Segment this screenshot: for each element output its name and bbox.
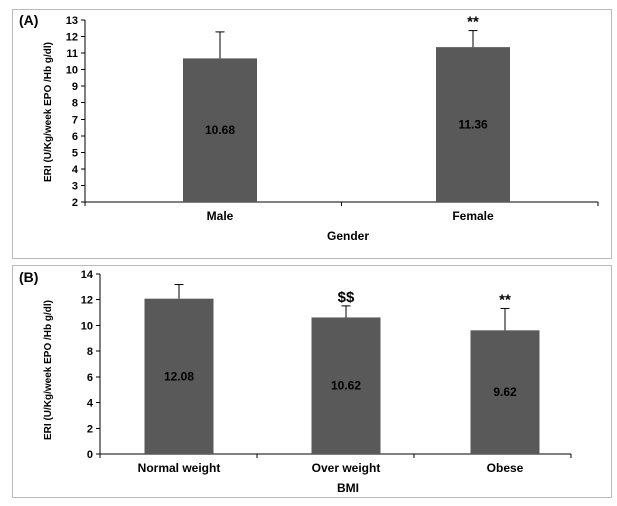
panel-b-bar xyxy=(311,317,381,454)
panel-a-y-tick-label: 13 xyxy=(66,15,78,27)
panel-a-y-axis-title: ERI (U/Kg/week EPO /Hb g/dl) xyxy=(43,42,54,182)
panel-b-category-label: Normal weight xyxy=(138,461,221,475)
panel-b-y-tick-label: 0 xyxy=(87,449,93,461)
panel-a-y-tick-label: 8 xyxy=(72,98,78,110)
panel-a-category-label: Male xyxy=(207,209,234,223)
panel-a-y-tick-label: 7 xyxy=(72,114,78,126)
panel-a-y-tick-label: 9 xyxy=(72,81,78,93)
panel-b-bar xyxy=(470,330,540,454)
panel-b-data-label: 12.08 xyxy=(164,369,194,383)
panel-a-y-tick-label: 2 xyxy=(72,197,78,209)
panel-b-y-tick-label: 6 xyxy=(87,372,93,384)
panel-a-bar xyxy=(183,58,257,203)
panel-b-frame xyxy=(12,265,612,498)
panel-b-category-label: Obese xyxy=(487,461,524,475)
panel-a-y-tick-label: 4 xyxy=(72,164,79,176)
panel-b-significance-marker: ** xyxy=(499,291,511,308)
panel-b-significance-marker: $$ xyxy=(338,289,355,306)
panel-a-data-label: 10.68 xyxy=(205,123,235,137)
panel-b-y-tick-label: 2 xyxy=(87,423,93,435)
panel-a-plot: 2 3 4 5 6 7 8 9 10 11 12 13 10.68 Male 11.36 ** Female xyxy=(66,14,599,223)
panel-b-x-axis-title: BMI xyxy=(337,481,359,495)
panel-a-y-tick-label: 10 xyxy=(66,65,78,77)
panel-b-category-label: Over weight xyxy=(312,461,381,475)
panel-a-significance-marker: ** xyxy=(467,14,479,31)
panel-a-y-tick-label: 6 xyxy=(72,131,78,143)
panel-b-y-tick-label: 14 xyxy=(81,269,94,281)
panel-a-y-tick-label: 11 xyxy=(66,48,78,60)
panel-b-y-tick-label: 4 xyxy=(87,398,94,410)
panel-b-y-tick-label: 10 xyxy=(81,320,93,332)
panel-b-bar xyxy=(144,298,214,454)
panel-b-label: (B) xyxy=(19,269,38,285)
panel-b-data-label: 9.62 xyxy=(493,385,517,399)
panel-a-y-tick-label: 3 xyxy=(72,180,78,192)
panel-a-data-label: 11.36 xyxy=(458,118,488,132)
panel-a-label: (A) xyxy=(19,12,38,28)
panel-a-y-tick-label: 12 xyxy=(66,32,78,44)
panel-a-frame xyxy=(12,9,612,259)
panel-a-bar xyxy=(436,47,510,202)
panel-b-y-tick-label: 12 xyxy=(81,295,93,307)
panel-a-y-tick-label: 5 xyxy=(72,147,78,159)
panel-b-plot: 0 2 4 6 8 10 12 14 12.08 Normal weight 10.62 $$ Over… xyxy=(81,269,572,475)
panel-b-y-tick-label: 8 xyxy=(87,346,93,358)
panel-a-x-axis-title: Gender xyxy=(327,229,369,243)
panel-b-data-label: 10.62 xyxy=(331,379,361,393)
panel-b-y-axis-title: ERI (U/Kg/week EPO /Hb g/dl) xyxy=(43,300,54,440)
panel-a-category-label: Female xyxy=(452,209,494,223)
